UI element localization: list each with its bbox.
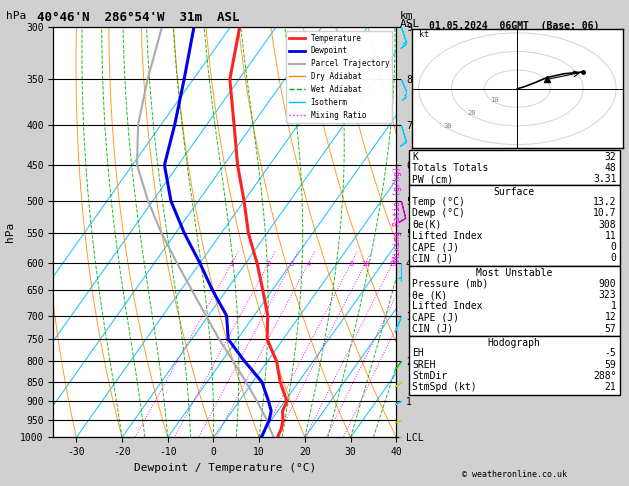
Text: StmSpd (kt): StmSpd (kt) bbox=[412, 382, 477, 392]
Text: CIN (J): CIN (J) bbox=[412, 324, 453, 334]
Text: -5: -5 bbox=[604, 348, 616, 359]
Legend: Temperature, Dewpoint, Parcel Trajectory, Dry Adiabat, Wet Adiabat, Isotherm, Mi: Temperature, Dewpoint, Parcel Trajectory… bbox=[286, 31, 392, 122]
Text: hPa: hPa bbox=[6, 11, 26, 21]
Text: 10: 10 bbox=[361, 260, 370, 266]
Text: 21: 21 bbox=[604, 382, 616, 392]
Text: 900: 900 bbox=[599, 279, 616, 289]
Text: 1: 1 bbox=[230, 260, 234, 266]
Text: 01.05.2024  06GMT  (Base: 06): 01.05.2024 06GMT (Base: 06) bbox=[429, 21, 599, 32]
Text: 32: 32 bbox=[604, 152, 616, 162]
X-axis label: Dewpoint / Temperature (°C): Dewpoint / Temperature (°C) bbox=[134, 463, 316, 473]
Text: 57: 57 bbox=[604, 324, 616, 334]
Text: CAPE (J): CAPE (J) bbox=[412, 312, 459, 323]
Text: 323: 323 bbox=[599, 290, 616, 300]
Text: Lifted Index: Lifted Index bbox=[412, 231, 482, 241]
Text: Dewp (°C): Dewp (°C) bbox=[412, 208, 465, 219]
Text: 30: 30 bbox=[444, 123, 452, 129]
Text: θe (K): θe (K) bbox=[412, 290, 447, 300]
Text: 20: 20 bbox=[467, 110, 476, 116]
Text: 3: 3 bbox=[289, 260, 294, 266]
Text: 13.2: 13.2 bbox=[593, 197, 616, 208]
Text: 40°46'N  286°54'W  31m  ASL: 40°46'N 286°54'W 31m ASL bbox=[37, 11, 240, 24]
Text: 308: 308 bbox=[599, 220, 616, 230]
Text: 59: 59 bbox=[604, 360, 616, 370]
Text: θe(K): θe(K) bbox=[412, 220, 442, 230]
Text: 3.31: 3.31 bbox=[593, 174, 616, 185]
Text: 0: 0 bbox=[611, 242, 616, 252]
Text: PW (cm): PW (cm) bbox=[412, 174, 453, 185]
Text: ASL: ASL bbox=[399, 19, 420, 30]
Text: StmDir: StmDir bbox=[412, 371, 447, 381]
Text: Most Unstable: Most Unstable bbox=[476, 268, 552, 278]
Y-axis label: hPa: hPa bbox=[4, 222, 14, 242]
Text: K: K bbox=[412, 152, 418, 162]
Text: Pressure (mb): Pressure (mb) bbox=[412, 279, 488, 289]
Text: SREH: SREH bbox=[412, 360, 435, 370]
Text: 10: 10 bbox=[490, 97, 499, 103]
Text: 15: 15 bbox=[388, 260, 397, 266]
Text: Totals Totals: Totals Totals bbox=[412, 163, 488, 174]
Text: EH: EH bbox=[412, 348, 424, 359]
Text: 4: 4 bbox=[306, 260, 311, 266]
Text: © weatheronline.co.uk: © weatheronline.co.uk bbox=[462, 469, 567, 479]
Text: 0: 0 bbox=[611, 253, 616, 263]
Text: Mixing Ratio (g/kg): Mixing Ratio (g/kg) bbox=[393, 166, 402, 261]
Text: 288°: 288° bbox=[593, 371, 616, 381]
Text: 48: 48 bbox=[604, 163, 616, 174]
Text: 10.7: 10.7 bbox=[593, 208, 616, 219]
Text: Lifted Index: Lifted Index bbox=[412, 301, 482, 312]
Text: CAPE (J): CAPE (J) bbox=[412, 242, 459, 252]
Text: Hodograph: Hodograph bbox=[487, 338, 541, 348]
Text: 1: 1 bbox=[611, 301, 616, 312]
Text: 2: 2 bbox=[267, 260, 271, 266]
Text: 12: 12 bbox=[604, 312, 616, 323]
Text: 8: 8 bbox=[349, 260, 353, 266]
Text: 11: 11 bbox=[604, 231, 616, 241]
Text: km: km bbox=[399, 11, 413, 21]
Text: kt: kt bbox=[418, 30, 428, 38]
Text: Temp (°C): Temp (°C) bbox=[412, 197, 465, 208]
Text: Surface: Surface bbox=[494, 187, 535, 197]
Text: CIN (J): CIN (J) bbox=[412, 253, 453, 263]
